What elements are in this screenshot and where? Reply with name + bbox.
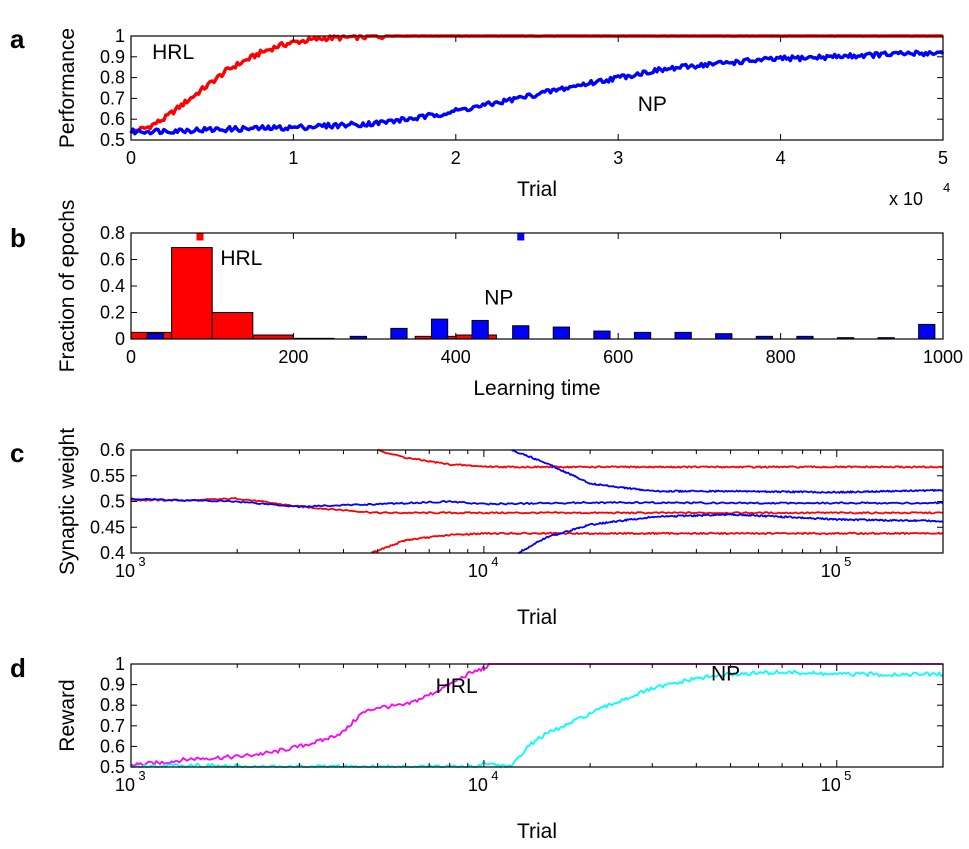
panel-a-y-axis-label: Performance bbox=[56, 28, 79, 148]
panel-a-xtick-label: 3 bbox=[613, 148, 623, 168]
panel-d-series-hrl-0 bbox=[130, 663, 943, 767]
panel-b-bar-np bbox=[146, 333, 164, 340]
panel-d-x-axis-label: Trial bbox=[517, 820, 557, 843]
panel-b-mean-marker-np bbox=[517, 233, 525, 241]
panel-b-bar-np bbox=[430, 318, 449, 340]
panel-d-xtick-exponent: 3 bbox=[138, 768, 145, 783]
panel-d-annotation-hrl: HRL bbox=[436, 675, 478, 698]
panel-c-ytick-label: 0.5 bbox=[100, 492, 125, 512]
panel-b-xtick-label: 200 bbox=[278, 347, 308, 367]
panel-d-xtick-exponent: 4 bbox=[491, 768, 498, 783]
panel-c-ytick-label: 0.4 bbox=[100, 543, 125, 563]
panel-b-bar-hrl bbox=[171, 247, 213, 340]
panel-d-ytick-label: 0.9 bbox=[100, 675, 125, 695]
panel-a-x-axis-label: Trial bbox=[517, 178, 557, 201]
panel-c-series-np-4 bbox=[511, 449, 944, 494]
panel-b-xtick-label: 800 bbox=[766, 347, 796, 367]
panel-b-bar-np bbox=[715, 333, 733, 340]
panel-b-bar-np bbox=[918, 323, 936, 340]
panel-b-y-axis-label: Fraction of epochs bbox=[56, 200, 79, 373]
panel-b-bar-np bbox=[633, 331, 652, 340]
panel-b-xtick-label: 600 bbox=[603, 347, 633, 367]
panel-b-bar-hrl bbox=[211, 312, 254, 340]
panel-d-axes-frame bbox=[130, 663, 944, 768]
panel-d-ytick-label: 0.6 bbox=[100, 736, 125, 756]
panel-c-series-hrl-0 bbox=[130, 496, 944, 515]
panel-d-xtick-label: 10 bbox=[115, 775, 135, 795]
panel-a-ytick-label: 0.8 bbox=[100, 68, 125, 88]
panel-a-xtick-label: 5 bbox=[938, 148, 948, 168]
panel-b-annotation-hrl: HRL bbox=[220, 247, 262, 270]
panel-c-series-hrl-2 bbox=[371, 531, 944, 554]
panel-b-bar-np bbox=[593, 330, 611, 340]
panel-a-ytick-label: 0.7 bbox=[100, 88, 125, 108]
panel-c-xtick-label: 10 bbox=[468, 561, 488, 581]
panel-c-xtick-label: 10 bbox=[821, 561, 841, 581]
panel-b-ytick-label: 0.8 bbox=[100, 223, 125, 243]
panel-c-xtick-exponent: 5 bbox=[844, 554, 851, 569]
panel-d-series-np-1 bbox=[130, 669, 944, 768]
panel-a-axes-frame bbox=[130, 35, 944, 141]
panel-c-xtick-exponent: 4 bbox=[491, 554, 498, 569]
panel-a-xtick-label: 4 bbox=[776, 148, 786, 168]
panel-a-series-hrl-0 bbox=[129, 34, 944, 135]
panel-d-xtick-label: 10 bbox=[821, 775, 841, 795]
panel-b-annotation-np: NP bbox=[484, 287, 513, 310]
panel-a-x-multiplier: x 10 bbox=[889, 189, 923, 209]
panel-c-y-axis-label: Synaptic weight bbox=[56, 428, 79, 575]
panel-b-mean-marker-hrl bbox=[196, 233, 204, 241]
panel-b-plot bbox=[130, 233, 936, 340]
panel-b-bar-np bbox=[512, 325, 530, 340]
panel-c-ytick-label: 0.55 bbox=[90, 466, 125, 486]
panel-b-bar-np bbox=[471, 319, 489, 340]
panel-a-ytick-label: 0.9 bbox=[100, 47, 125, 67]
panel-letter-d: d bbox=[10, 653, 26, 683]
panel-a-xtick-label: 2 bbox=[451, 148, 461, 168]
panel-a-plot bbox=[129, 34, 945, 136]
panel-c-ytick-label: 0.45 bbox=[90, 517, 125, 537]
panel-b-xtick-label: 1000 bbox=[923, 347, 963, 367]
panel-b-x-axis-label: Learning time bbox=[473, 377, 600, 400]
panel-b-ytick-label: 0.2 bbox=[100, 303, 125, 323]
panel-c-series-np-5 bbox=[518, 512, 944, 554]
panel-a-series-np-1 bbox=[129, 49, 945, 136]
panel-a-xtick-label: 0 bbox=[126, 148, 136, 168]
panel-c-ytick-label: 0.6 bbox=[100, 440, 125, 460]
panel-d-xtick-exponent: 5 bbox=[844, 768, 851, 783]
panel-b-xtick-label: 400 bbox=[441, 347, 471, 367]
panel-d-ytick-label: 0.8 bbox=[100, 695, 125, 715]
panel-c-series-hrl-1 bbox=[377, 449, 944, 469]
panel-d-ytick-label: 1 bbox=[115, 654, 125, 674]
panel-b-bar-np bbox=[390, 327, 408, 340]
panel-d-annotation-np: NP bbox=[711, 662, 740, 685]
panel-b-xtick-label: 0 bbox=[126, 347, 136, 367]
panel-letter-c: c bbox=[10, 438, 24, 468]
panel-d-xtick-label: 10 bbox=[468, 775, 488, 795]
panel-c-series-np-3 bbox=[130, 497, 944, 509]
panel-a-xtick-label: 1 bbox=[288, 148, 298, 168]
panel-a-ytick-label: 1 bbox=[115, 26, 125, 46]
panel-d-plot bbox=[130, 663, 944, 768]
panel-c-plot bbox=[130, 449, 944, 554]
panel-letter-a: a bbox=[10, 24, 25, 54]
panel-d-ytick-label: 0.7 bbox=[100, 716, 125, 736]
panel-letter-b: b bbox=[10, 223, 26, 253]
panel-a-x-multiplier-exponent: 4 bbox=[943, 180, 950, 195]
panel-b-bar-np bbox=[674, 331, 692, 340]
panel-a-ytick-label: 0.6 bbox=[100, 109, 125, 129]
panel-a-ytick-label: 0.5 bbox=[100, 130, 125, 150]
panel-c-x-axis-label: Trial bbox=[517, 606, 557, 629]
panel-d-ytick-label: 0.5 bbox=[100, 757, 125, 777]
panel-b-bar-np bbox=[552, 326, 570, 340]
panel-a-annotation-hrl: HRL bbox=[152, 41, 194, 64]
panel-a-annotation-np: NP bbox=[638, 93, 667, 116]
panel-b-ytick-label: 0.4 bbox=[100, 276, 125, 296]
panel-b-ytick-label: 0.6 bbox=[100, 250, 125, 270]
panel-d-y-axis-label: Reward bbox=[56, 679, 79, 751]
panel-c-xtick-label: 10 bbox=[115, 561, 135, 581]
panel-b-ytick-label: 0 bbox=[115, 329, 125, 349]
panel-c-xtick-exponent: 3 bbox=[138, 554, 145, 569]
